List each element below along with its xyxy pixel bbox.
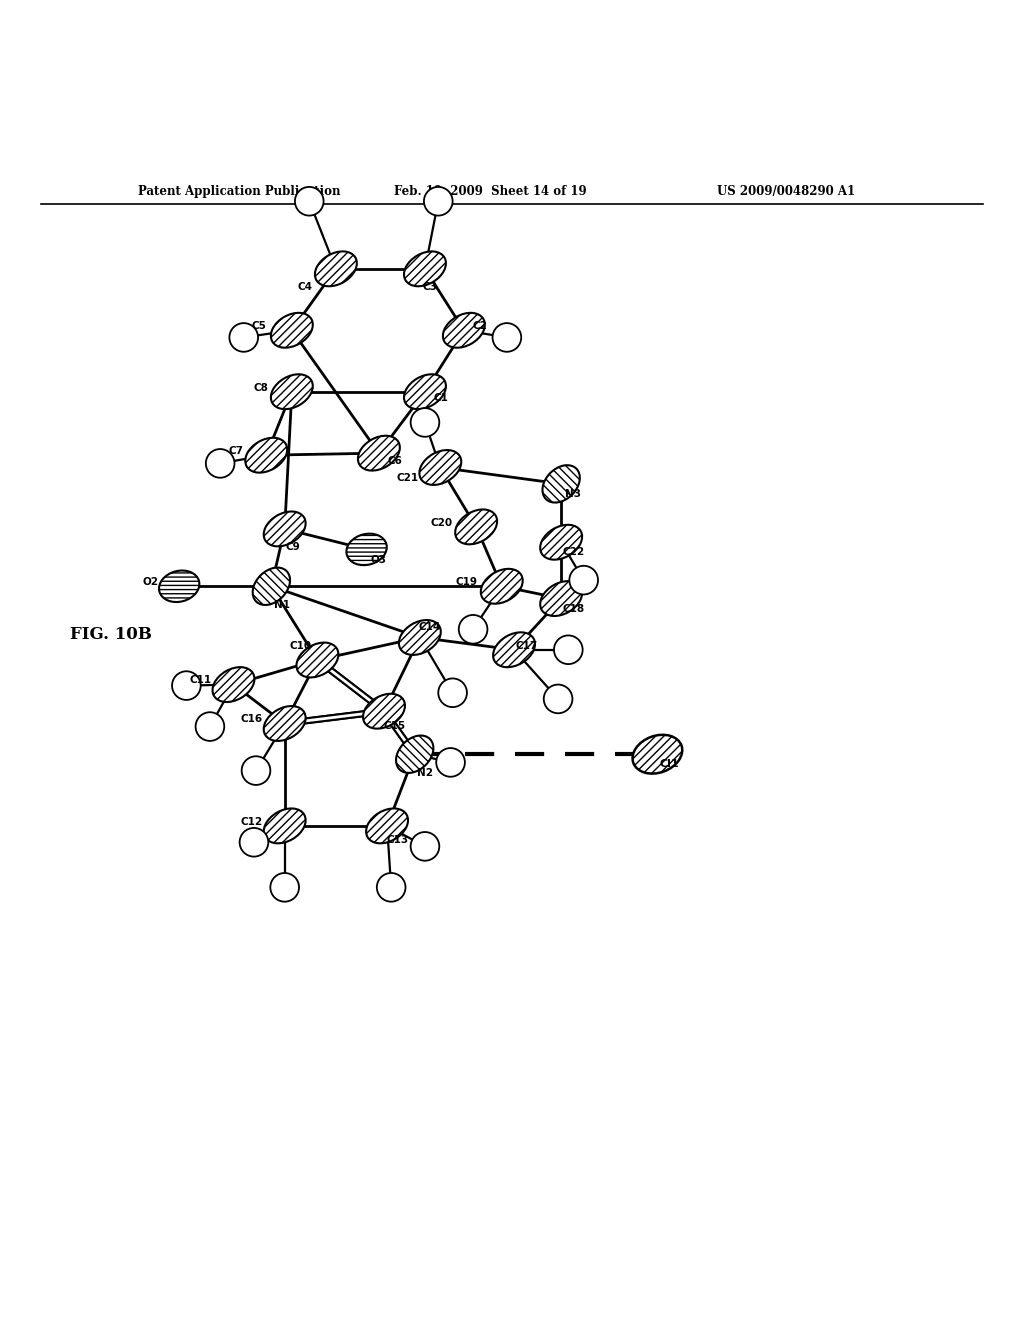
Circle shape xyxy=(240,828,268,857)
Circle shape xyxy=(229,323,258,351)
Text: Feb. 19, 2009  Sheet 14 of 19: Feb. 19, 2009 Sheet 14 of 19 xyxy=(394,185,587,198)
Ellipse shape xyxy=(399,620,440,655)
Ellipse shape xyxy=(264,511,305,546)
Text: C5: C5 xyxy=(252,321,266,331)
Text: C8: C8 xyxy=(254,383,268,392)
Text: C7: C7 xyxy=(228,446,243,457)
Text: C1: C1 xyxy=(434,393,449,403)
Text: C10: C10 xyxy=(290,640,312,651)
Text: C21: C21 xyxy=(396,473,419,483)
Text: C11: C11 xyxy=(189,676,212,685)
Ellipse shape xyxy=(443,313,484,347)
Circle shape xyxy=(196,713,224,741)
Ellipse shape xyxy=(494,632,535,667)
Ellipse shape xyxy=(264,808,305,843)
Circle shape xyxy=(206,449,234,478)
Circle shape xyxy=(295,187,324,215)
Text: C17: C17 xyxy=(515,640,538,651)
Ellipse shape xyxy=(315,251,356,286)
Text: N2: N2 xyxy=(417,768,433,777)
Ellipse shape xyxy=(633,735,682,774)
Circle shape xyxy=(554,635,583,664)
Ellipse shape xyxy=(346,533,387,565)
Circle shape xyxy=(569,566,598,594)
Text: US 2009/0048290 A1: US 2009/0048290 A1 xyxy=(717,185,855,198)
Text: C6: C6 xyxy=(388,457,402,466)
Circle shape xyxy=(424,187,453,215)
Circle shape xyxy=(493,323,521,351)
Circle shape xyxy=(411,832,439,861)
Ellipse shape xyxy=(420,450,461,484)
Ellipse shape xyxy=(541,581,582,616)
Text: C16: C16 xyxy=(241,714,263,725)
Ellipse shape xyxy=(271,313,312,347)
Circle shape xyxy=(377,873,406,902)
Text: N3: N3 xyxy=(565,490,582,499)
Ellipse shape xyxy=(364,694,404,729)
Text: O2: O2 xyxy=(142,577,159,587)
Ellipse shape xyxy=(456,510,497,544)
Ellipse shape xyxy=(481,569,522,603)
Text: C14: C14 xyxy=(419,622,441,632)
Ellipse shape xyxy=(543,465,580,503)
Ellipse shape xyxy=(367,808,408,843)
Circle shape xyxy=(242,756,270,785)
Ellipse shape xyxy=(404,251,445,286)
Text: C19: C19 xyxy=(456,577,478,587)
Circle shape xyxy=(544,685,572,713)
Text: C22: C22 xyxy=(562,548,585,557)
Text: N1: N1 xyxy=(273,599,290,610)
Text: C12: C12 xyxy=(241,817,263,826)
Text: C20: C20 xyxy=(430,517,453,528)
Text: C4: C4 xyxy=(298,282,312,292)
Text: C9: C9 xyxy=(286,543,300,552)
Text: Patent Application Publication: Patent Application Publication xyxy=(138,185,341,198)
Ellipse shape xyxy=(404,375,445,409)
Circle shape xyxy=(411,408,439,437)
Text: C2: C2 xyxy=(473,321,487,331)
Ellipse shape xyxy=(541,525,582,560)
Text: C13: C13 xyxy=(386,836,409,845)
Ellipse shape xyxy=(358,436,399,471)
Text: C18: C18 xyxy=(562,603,585,614)
Ellipse shape xyxy=(159,570,200,602)
Ellipse shape xyxy=(213,667,254,702)
Circle shape xyxy=(172,672,201,700)
Ellipse shape xyxy=(396,735,433,774)
Ellipse shape xyxy=(264,706,305,741)
Text: C15: C15 xyxy=(383,721,406,730)
Ellipse shape xyxy=(246,438,287,473)
Ellipse shape xyxy=(253,568,290,605)
Circle shape xyxy=(459,615,487,644)
Text: O3: O3 xyxy=(371,554,387,565)
Circle shape xyxy=(436,748,465,776)
Ellipse shape xyxy=(297,643,338,677)
Text: C3: C3 xyxy=(423,282,437,292)
Ellipse shape xyxy=(271,375,312,409)
Text: Cl1: Cl1 xyxy=(659,759,680,770)
Text: FIG. 10B: FIG. 10B xyxy=(70,626,152,643)
Circle shape xyxy=(438,678,467,708)
Circle shape xyxy=(270,873,299,902)
